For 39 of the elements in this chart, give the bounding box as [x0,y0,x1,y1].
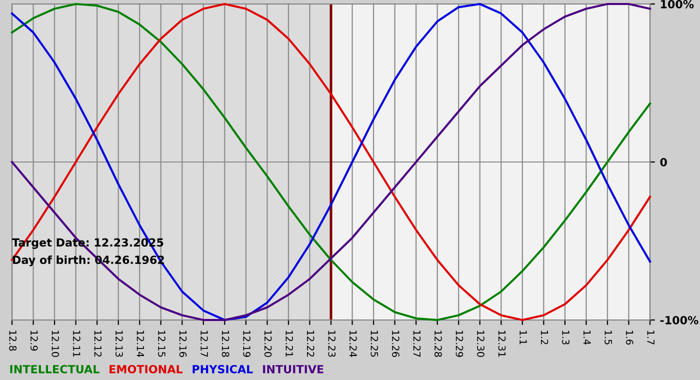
text: INTUITIVE [263,365,324,374]
x-tick-label: 12.30 [477,330,484,357]
x-tick-label: 12.19 [243,330,250,357]
x-tick-label: 12.10 [52,330,60,357]
x-tick-label: 12.29 [456,330,464,357]
x-tick-label: 12.31 [498,330,506,357]
x-tick-label: 1.4 [584,330,591,345]
x-tick-label: 12.25 [370,330,378,357]
x-tick-label: 12.22 [307,330,314,357]
x-tick-label: 12.20 [264,330,272,357]
x-tick-label: 12.18 [222,330,230,357]
x-tick-label: 12.23 [328,330,336,357]
x-tick-label: 1.2 [540,330,548,344]
x-tick-label: 12.27 [413,330,421,357]
x-tick-label: 12.11 [73,330,80,357]
y-tick-label: 100% [660,0,694,8]
text: EMOTIONAL [110,364,182,374]
x-tick-label: 12.13 [116,330,123,357]
x-tick-label: 12.26 [392,330,400,357]
text: INTELLECTUAL [10,364,100,374]
x-tick-label: 1.1 [520,330,527,344]
x-tick-label: 12.9 [30,330,38,351]
x-tick-label: 12.15 [158,330,166,357]
x-tick-label: 12.17 [200,330,208,357]
x-tick-label: 1.3 [562,330,570,344]
x-tick-label: 1.7 [647,330,654,344]
x-tick-label: 12.28 [434,330,442,357]
x-tick-label: 12.12 [94,330,102,357]
x-tick-label: 12.14 [136,330,144,358]
y-tick-label: 0 [660,158,667,166]
x-tick-label: 1.5 [604,330,612,344]
line-series [10,2,652,322]
x-tick-label: 12.21 [286,330,293,357]
text: PHYSICAL [192,364,253,374]
x-tick-label: 12.16 [179,330,187,357]
x-tick-label: 1.6 [626,330,634,345]
x-tick-label: 12.24 [350,330,357,358]
y-tick-label: -100% [660,316,698,324]
x-tick-label: 12.8 [9,330,17,351]
